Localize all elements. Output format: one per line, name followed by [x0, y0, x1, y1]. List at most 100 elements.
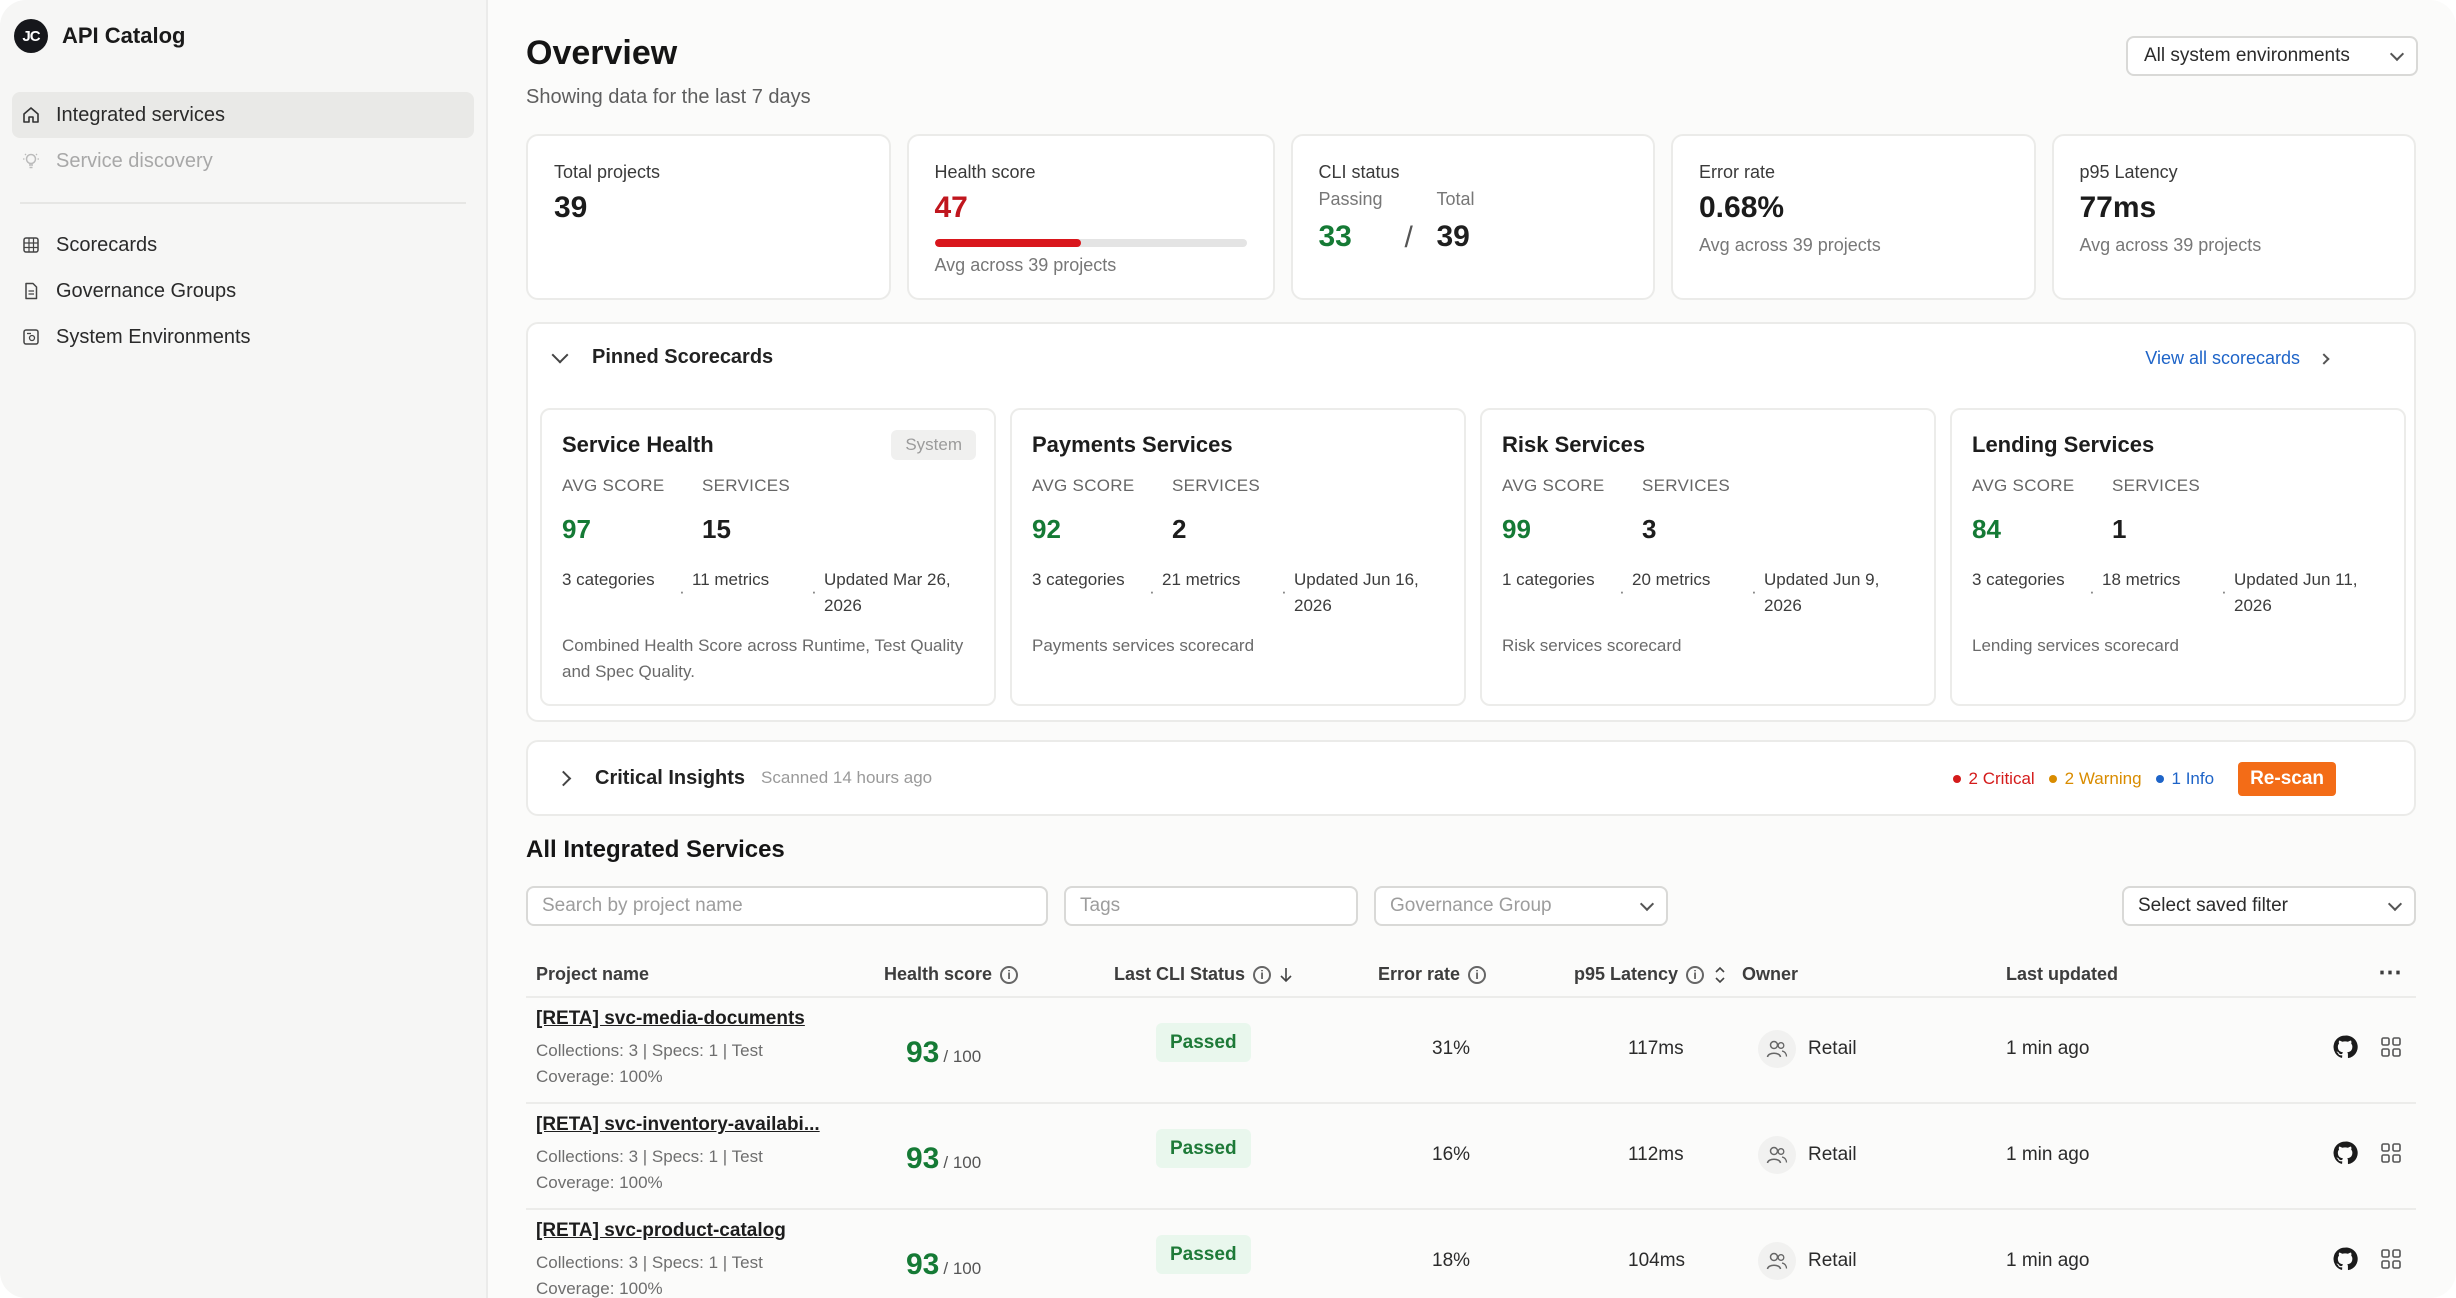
avg-score: AVG SCORE 97: [562, 476, 702, 545]
services-count: SERVICES 3: [1642, 476, 1782, 545]
meta-dot: ·: [1149, 582, 1155, 601]
sidebar-item-system-environments[interactable]: System Environments: [12, 314, 474, 360]
health-score-cell: 93/ 100: [906, 1248, 981, 1282]
critical-insights-panel[interactable]: Critical Insights Scanned 14 hours ago 2…: [526, 740, 2416, 816]
updated-date: Updated Mar 26, 2026: [824, 570, 951, 615]
sort-descending-icon[interactable]: [1279, 967, 1293, 983]
view-all-scorecards-link[interactable]: View all scorecards: [2145, 348, 2330, 369]
governance-group-select[interactable]: Governance Group: [1374, 886, 1668, 926]
rescan-button[interactable]: Re-scan: [2238, 762, 2336, 796]
chevron-down-icon: [2389, 46, 2405, 62]
project-meta: Collections: 3 | Specs: 1 | Test Coverag…: [536, 1038, 805, 1090]
environment-select[interactable]: All system environments: [2126, 36, 2418, 76]
saved-filter-select[interactable]: Select saved filter: [2122, 886, 2416, 926]
sidebar-item-label: Integrated services: [56, 103, 225, 126]
page-title: Overview: [526, 34, 678, 72]
stat-value: 47: [934, 191, 968, 224]
column-last-updated[interactable]: Last updated: [2006, 964, 2118, 985]
services-count: SERVICES 1: [2112, 476, 2252, 545]
column-error-rate[interactable]: Error rate i: [1378, 964, 1487, 985]
sidebar-item-scorecards[interactable]: Scorecards: [12, 222, 474, 268]
updated-date: Updated Jun 16, 2026: [1294, 570, 1419, 615]
metrics-count: 18 metrics: [2102, 570, 2181, 589]
scorecard-meta: 1 categories · 20 metrics · Updated Jun …: [1502, 567, 1914, 619]
stat-label: CLI status: [1318, 162, 1400, 182]
project-name-link[interactable]: [RETA] svc-inventory-availabi...: [536, 1114, 820, 1135]
pinned-scorecards-panel: Pinned Scorecards View all scorecards Se…: [526, 322, 2416, 722]
scorecard-description: Combined Health Score across Runtime, Te…: [562, 636, 964, 681]
scorecard-lending-services[interactable]: Lending Services AVG SCORE 84 SERVICES 1…: [1950, 408, 2406, 706]
column-health-score[interactable]: Health score i: [884, 964, 1019, 985]
info-icon[interactable]: i: [1000, 965, 1019, 984]
saved-filter-value: Select saved filter: [2138, 895, 2288, 916]
sort-icon[interactable]: [1714, 966, 1726, 984]
cli-passing: Passing 33: [1319, 189, 1435, 255]
stat-health-score: Health score 47 Avg across 39 projects: [906, 134, 1275, 300]
github-icon[interactable]: [2332, 1140, 2358, 1166]
tags-input[interactable]: Tags: [1064, 886, 1358, 926]
stat-cli-status: CLI status Passing 33 / Total 39: [1290, 134, 1655, 300]
scorecard-stats: AVG SCORE 84 SERVICES 1: [1972, 476, 2384, 545]
table-row[interactable]: [RETA] svc-media-documents Collections: …: [526, 998, 2416, 1104]
meta-dot: ·: [811, 582, 817, 601]
project-name-link[interactable]: [RETA] svc-product-catalog: [536, 1220, 786, 1241]
project-cell: [RETA] svc-media-documents Collections: …: [536, 1008, 805, 1090]
document-icon: [20, 280, 42, 302]
governance-group-placeholder: Governance Group: [1390, 895, 1552, 916]
column-p95-latency[interactable]: p95 Latency i: [1574, 964, 1726, 985]
column-label: Owner: [1742, 964, 1799, 984]
avg-score-label: AVG SCORE: [1502, 476, 1605, 495]
grid-icon: [20, 234, 42, 256]
apps-grid-icon[interactable]: [2380, 1036, 2402, 1058]
apps-grid-icon[interactable]: [2380, 1248, 2402, 1270]
scorecard-meta: 3 categories · 11 metrics · Updated Mar …: [562, 567, 974, 619]
sidebar-item-governance-groups[interactable]: Governance Groups: [12, 268, 474, 314]
column-project-name[interactable]: Project name: [536, 964, 649, 985]
project-meta-line: Collections: 3 | Specs: 1 | Test: [536, 1253, 763, 1272]
cli-total-label: Total: [1436, 189, 1475, 209]
stat-p95-latency: p95 Latency 77ms Avg across 39 projects: [2051, 134, 2416, 300]
table-row[interactable]: [RETA] svc-product-catalog Collections: …: [526, 1210, 2416, 1298]
column-owner[interactable]: Owner: [1742, 964, 1798, 985]
column-label: Last updated: [2006, 964, 2119, 984]
cli-status-cell: Passed: [1156, 1235, 1251, 1274]
cli-status-cell: Passed: [1156, 1129, 1251, 1168]
github-icon[interactable]: [2332, 1034, 2358, 1060]
sidebar-item-service-discovery[interactable]: Service discovery: [12, 138, 474, 184]
scorecard-stats: AVG SCORE 92 SERVICES 2: [1032, 476, 1444, 545]
chevron-right-icon: [2318, 352, 2330, 365]
scorecard-meta: 3 categories · 21 metrics · Updated Jun …: [1032, 567, 1444, 619]
avg-score-label: AVG SCORE: [1972, 476, 2075, 495]
health-score-value: 93: [906, 1248, 940, 1281]
pinned-scorecards-toggle[interactable]: Pinned Scorecards: [551, 346, 773, 369]
scorecard-risk-services[interactable]: Risk Services AVG SCORE 99 SERVICES 3 1 …: [1480, 408, 1936, 706]
health-score-value: 93: [906, 1142, 940, 1175]
sidebar-divider: [20, 202, 466, 204]
column-last-cli-status[interactable]: Last CLI Status i: [1114, 964, 1293, 985]
github-icon[interactable]: [2332, 1246, 2358, 1272]
more-options-icon[interactable]: ⋯: [2378, 959, 2402, 986]
info-count: 1 Info: [2155, 769, 2214, 789]
meta-dot: ·: [1619, 582, 1625, 601]
lightbulb-icon: [20, 150, 42, 172]
project-name-link[interactable]: [RETA] svc-media-documents: [536, 1008, 805, 1029]
apps-grid-icon[interactable]: [2380, 1142, 2402, 1164]
info-dot-icon: [2155, 775, 2164, 783]
table-row[interactable]: [RETA] svc-inventory-availabi... Collect…: [526, 1104, 2416, 1210]
services-label: SERVICES: [702, 476, 791, 495]
column-label: p95 Latency: [1574, 964, 1679, 984]
chevron-down-icon: [2387, 896, 2403, 912]
system-badge: System: [891, 430, 976, 460]
project-search-input[interactable]: Search by project name: [526, 886, 1048, 926]
info-icon[interactable]: i: [1468, 965, 1487, 984]
stat-label: Error rate: [1699, 162, 1776, 182]
sidebar-item-integrated-services[interactable]: Integrated services: [12, 92, 474, 138]
owner-name: Retail: [1808, 1038, 1857, 1059]
info-icon[interactable]: i: [1253, 965, 1272, 984]
categories-count: 1 categories: [1502, 570, 1595, 589]
scorecard-service-health[interactable]: Service Health System AVG SCORE 97 SERVI…: [540, 408, 996, 706]
health-score-cell: 93/ 100: [906, 1142, 981, 1176]
scorecard-payments-services[interactable]: Payments Services AVG SCORE 92 SERVICES …: [1010, 408, 1466, 706]
stat-sub: Avg across 39 projects: [934, 255, 1117, 275]
info-icon[interactable]: i: [1686, 965, 1705, 984]
